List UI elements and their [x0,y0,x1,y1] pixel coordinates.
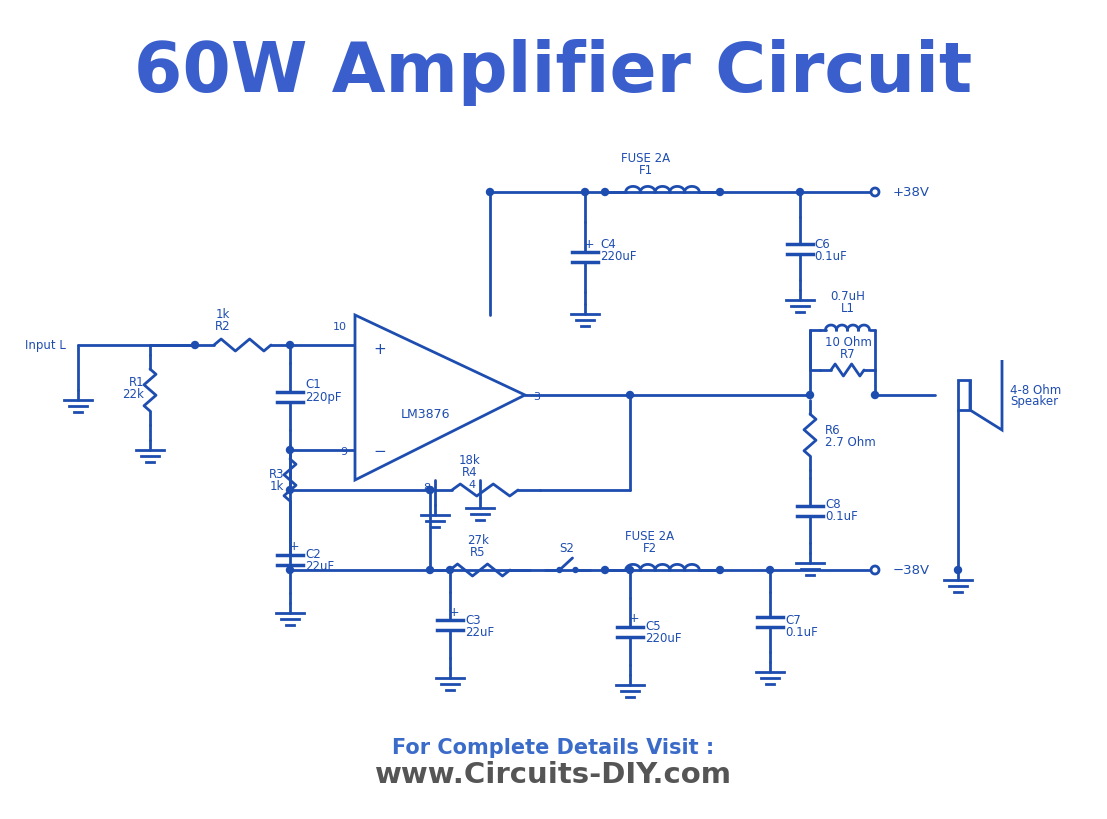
Bar [958,380,970,410]
Circle shape [807,391,814,399]
Text: 22uF: 22uF [306,560,334,573]
Circle shape [627,391,633,399]
Circle shape [871,188,879,196]
Text: 1k: 1k [216,309,230,322]
Circle shape [573,568,578,572]
Text: 9: 9 [340,447,346,457]
Text: 220pF: 220pF [306,391,341,404]
Text: 0.1uF: 0.1uF [785,626,818,639]
Text: LM3876: LM3876 [401,409,449,422]
Text: +: + [448,605,459,618]
Text: C5: C5 [645,621,661,634]
Circle shape [797,188,804,196]
Text: C8: C8 [825,499,840,512]
Circle shape [716,567,724,573]
Text: FUSE 2A: FUSE 2A [621,152,671,165]
Text: −38V: −38V [893,564,930,577]
Text: Input L: Input L [25,340,66,352]
Circle shape [601,188,609,196]
Text: 3: 3 [532,392,540,402]
Circle shape [716,188,724,196]
Text: 2.7 Ohm: 2.7 Ohm [825,436,876,449]
Text: C2: C2 [306,549,321,562]
Text: R7: R7 [840,347,856,360]
Text: S2: S2 [559,541,575,554]
Text: +38V: +38V [893,187,930,200]
Text: 220uF: 220uF [645,632,682,645]
Text: 0.1uF: 0.1uF [814,250,847,263]
Text: 60W Amplifier Circuit: 60W Amplifier Circuit [134,38,972,106]
Text: −: − [373,445,385,459]
Circle shape [627,567,633,573]
Text: 0.7uH: 0.7uH [830,289,866,302]
Circle shape [287,446,293,454]
Text: 22uF: 22uF [465,626,494,639]
Circle shape [871,566,879,574]
Text: F2: F2 [643,541,658,554]
Text: +: + [373,342,385,356]
Circle shape [766,567,774,573]
Text: C1: C1 [306,378,321,391]
Text: Speaker: Speaker [1010,396,1058,409]
Text: R4: R4 [463,465,478,478]
Text: C4: C4 [600,238,615,251]
Circle shape [287,342,293,349]
Text: FUSE 2A: FUSE 2A [625,530,674,542]
Text: 10: 10 [333,322,346,332]
Text: 0.1uF: 0.1uF [825,510,858,523]
Circle shape [581,188,589,196]
Circle shape [601,567,609,573]
Text: F1: F1 [639,164,653,177]
Text: R3: R3 [269,468,284,482]
Text: For Complete Details Visit :: For Complete Details Visit : [392,738,714,758]
Text: +: + [289,541,299,554]
Circle shape [426,486,434,494]
Text: R6: R6 [825,423,840,437]
Circle shape [426,486,434,494]
Text: R5: R5 [470,545,486,559]
Polygon shape [355,315,525,480]
Circle shape [426,567,434,573]
Circle shape [486,188,494,196]
Text: +: + [583,238,594,251]
Text: 4-8 Ohm: 4-8 Ohm [1010,383,1062,396]
Text: 22k: 22k [122,388,144,401]
Text: C7: C7 [785,613,800,627]
Text: 1k: 1k [270,481,284,494]
Text: C6: C6 [814,238,830,251]
Circle shape [287,567,293,573]
Circle shape [446,567,454,573]
Text: +: + [629,612,640,625]
Circle shape [192,342,198,349]
Text: C3: C3 [465,613,480,627]
Text: 27k: 27k [467,533,489,546]
Text: 18k: 18k [459,454,480,467]
Text: 8: 8 [423,483,430,493]
Circle shape [287,486,293,494]
Text: 4: 4 [469,480,476,490]
Text: R2: R2 [215,320,231,333]
Circle shape [954,567,962,573]
Text: 10 Ohm: 10 Ohm [825,336,871,349]
Circle shape [871,391,879,399]
Text: R1: R1 [128,377,144,390]
Text: L1: L1 [841,301,855,314]
Circle shape [557,568,562,572]
Text: www.Circuits-DIY.com: www.Circuits-DIY.com [374,761,732,789]
Text: 220uF: 220uF [600,250,637,263]
